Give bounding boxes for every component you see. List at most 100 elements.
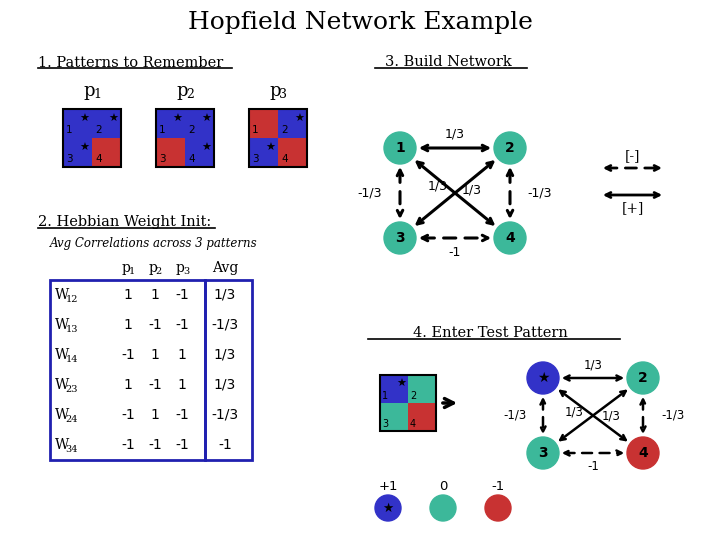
Bar [92,109,121,138]
Text: 1: 1 [395,141,405,155]
Text: 2. Hebbian Weight Init:: 2. Hebbian Weight Init: [38,215,211,229]
Bar [278,138,307,167]
Text: -1: -1 [175,288,189,302]
Text: ★: ★ [79,114,89,124]
Text: 34: 34 [66,444,78,454]
Text: -1: -1 [175,438,189,452]
Bar [249,109,307,167]
Text: 3. Build Network: 3. Build Network [384,55,511,69]
Text: 1: 1 [178,378,186,392]
Text: 3: 3 [159,154,166,164]
Text: 3: 3 [252,154,258,164]
Text: ★: ★ [536,371,549,385]
Text: -1: -1 [218,438,232,452]
Text: 1: 1 [252,125,258,135]
Text: 3: 3 [382,419,388,429]
Text: -1: -1 [175,318,189,332]
Circle shape [627,437,659,469]
Text: p: p [176,261,184,275]
Text: -1/3: -1/3 [528,186,552,199]
Text: Avg: Avg [212,261,238,275]
Text: W: W [55,318,69,332]
Text: W: W [55,288,69,302]
Bar [249,109,278,138]
Text: 14: 14 [66,354,78,363]
Text: 2: 2 [638,371,648,385]
Text: 4: 4 [410,419,416,429]
Text: 1/3: 1/3 [445,127,465,140]
Text: 1: 1 [159,125,166,135]
Text: 1/3: 1/3 [428,179,448,192]
Text: 1: 1 [129,267,135,276]
Text: ★: ★ [79,143,89,153]
Bar [380,375,436,431]
Text: 2: 2 [505,141,515,155]
Bar [185,138,214,167]
Bar [156,109,185,138]
Text: 3: 3 [538,446,548,460]
Text: 12: 12 [66,294,78,303]
Text: -1: -1 [148,318,162,332]
Text: 3: 3 [395,231,405,245]
Text: W: W [55,378,69,392]
Text: -1: -1 [121,408,135,422]
Text: 1/3: 1/3 [214,378,236,392]
Text: -1: -1 [491,480,505,492]
Text: 4: 4 [505,231,515,245]
Circle shape [375,495,401,521]
Circle shape [384,222,416,254]
Text: 1: 1 [124,378,132,392]
Text: 1: 1 [382,391,388,401]
Text: -1/3: -1/3 [503,409,526,422]
Text: p: p [84,82,95,100]
Text: -1/3: -1/3 [662,409,685,422]
Text: Hopfield Network Example: Hopfield Network Example [188,10,532,33]
Text: 1/3: 1/3 [584,359,603,372]
Text: W: W [55,438,69,452]
Text: -1: -1 [121,438,135,452]
Bar [278,109,307,138]
Text: 4: 4 [638,446,648,460]
Bar [156,138,185,167]
Text: 1: 1 [178,348,186,362]
Bar [63,138,92,167]
Text: 4: 4 [281,154,287,164]
Text: ★: ★ [201,143,211,153]
Text: -1/3: -1/3 [212,318,238,332]
Text: 0: 0 [438,480,447,492]
Text: 1: 1 [66,125,73,135]
Text: 1/3: 1/3 [214,348,236,362]
Text: -1: -1 [587,461,599,474]
Text: 3: 3 [183,267,189,276]
Text: 13: 13 [66,325,78,334]
Bar [156,109,214,167]
Circle shape [430,495,456,521]
Text: W: W [55,408,69,422]
Text: 4: 4 [188,154,194,164]
Text: 4. Enter Test Pattern: 4. Enter Test Pattern [413,326,567,340]
Text: 2: 2 [410,391,416,401]
Text: ★: ★ [172,114,182,124]
Text: 1: 1 [93,89,101,102]
Text: ★: ★ [396,379,406,389]
Bar [92,138,121,167]
Bar [408,403,436,431]
Text: p: p [148,261,158,275]
Text: 4: 4 [95,154,102,164]
Bar [63,109,121,167]
Circle shape [485,495,511,521]
Text: -1/3: -1/3 [212,408,238,422]
Text: 1: 1 [124,288,132,302]
Text: W: W [55,348,69,362]
Text: -1: -1 [121,348,135,362]
Bar [249,138,278,167]
Text: 2: 2 [156,267,162,276]
Bar [408,375,436,403]
Text: 24: 24 [66,415,78,423]
Text: 3: 3 [279,89,287,102]
Text: -1: -1 [148,438,162,452]
Text: -1: -1 [449,246,462,260]
Text: 1: 1 [150,288,159,302]
Text: p: p [269,82,281,100]
Text: ★: ★ [294,114,304,124]
